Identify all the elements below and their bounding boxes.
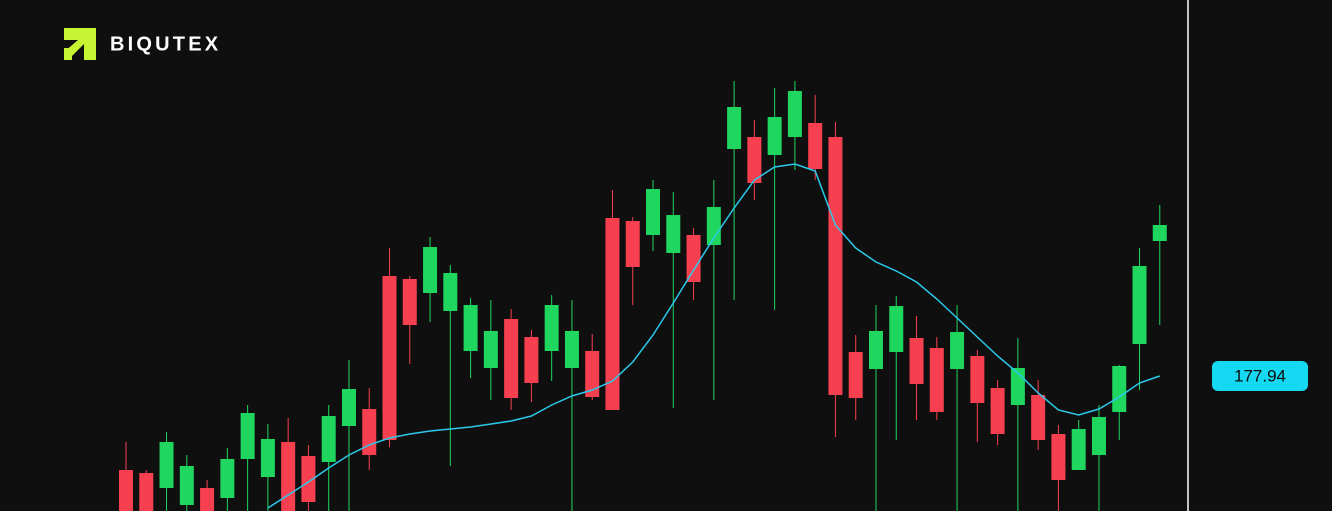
logo: BIQUTEX bbox=[64, 28, 221, 60]
last-price-badge bbox=[1212, 361, 1308, 391]
candle-body bbox=[1112, 366, 1127, 412]
candle-body bbox=[889, 306, 904, 352]
candle-body bbox=[301, 456, 316, 502]
candle-body bbox=[1132, 266, 1147, 344]
candle-body bbox=[1091, 417, 1106, 455]
candle-body bbox=[220, 459, 235, 498]
candle-body bbox=[524, 337, 539, 383]
candle-body bbox=[848, 352, 863, 398]
candle-body bbox=[382, 276, 397, 440]
candle-body bbox=[727, 107, 742, 149]
candle-body bbox=[1071, 429, 1086, 470]
logo-icon-block bbox=[64, 48, 72, 60]
candle-body bbox=[119, 470, 133, 511]
candle-body bbox=[686, 235, 701, 282]
candle-body bbox=[443, 273, 458, 311]
moving-average-line bbox=[267, 163, 1161, 509]
candle-body bbox=[483, 331, 498, 368]
candle-body bbox=[808, 123, 823, 169]
candle-body bbox=[260, 439, 275, 477]
candle-body bbox=[1031, 395, 1046, 440]
candle-body bbox=[909, 338, 924, 384]
candle-body bbox=[950, 332, 965, 369]
candle-body bbox=[423, 247, 438, 293]
candle-body bbox=[747, 137, 762, 183]
candle-body bbox=[585, 351, 600, 397]
candle-body bbox=[1152, 225, 1167, 241]
candle-body bbox=[605, 218, 620, 410]
candle-body bbox=[706, 207, 721, 245]
candle-body bbox=[666, 215, 681, 253]
candle-body bbox=[504, 319, 519, 398]
candle-body bbox=[767, 117, 782, 155]
candle-body bbox=[1051, 434, 1066, 480]
candle-body bbox=[868, 331, 883, 369]
candle-body bbox=[321, 416, 336, 462]
candle-body bbox=[240, 413, 255, 459]
candle-body bbox=[646, 189, 661, 235]
candle-body bbox=[159, 442, 174, 488]
candle-body bbox=[564, 331, 579, 368]
candle-body bbox=[929, 348, 944, 412]
candle-body bbox=[990, 388, 1005, 434]
candle-body bbox=[625, 221, 640, 267]
candle-body bbox=[828, 137, 843, 395]
candle-body bbox=[402, 279, 417, 325]
plot-area bbox=[119, 81, 1167, 511]
candle-body bbox=[139, 473, 154, 511]
candle-body bbox=[544, 305, 559, 351]
candle-body bbox=[787, 91, 802, 137]
candle-body bbox=[179, 466, 194, 505]
candle-body bbox=[463, 305, 478, 351]
last-price-label: 177.94 bbox=[1234, 366, 1286, 385]
logo-text: BIQUTEX bbox=[110, 33, 221, 55]
candle-body bbox=[970, 356, 985, 403]
candle-body bbox=[341, 389, 356, 426]
candle-body bbox=[281, 442, 296, 511]
candle-body bbox=[200, 488, 215, 511]
